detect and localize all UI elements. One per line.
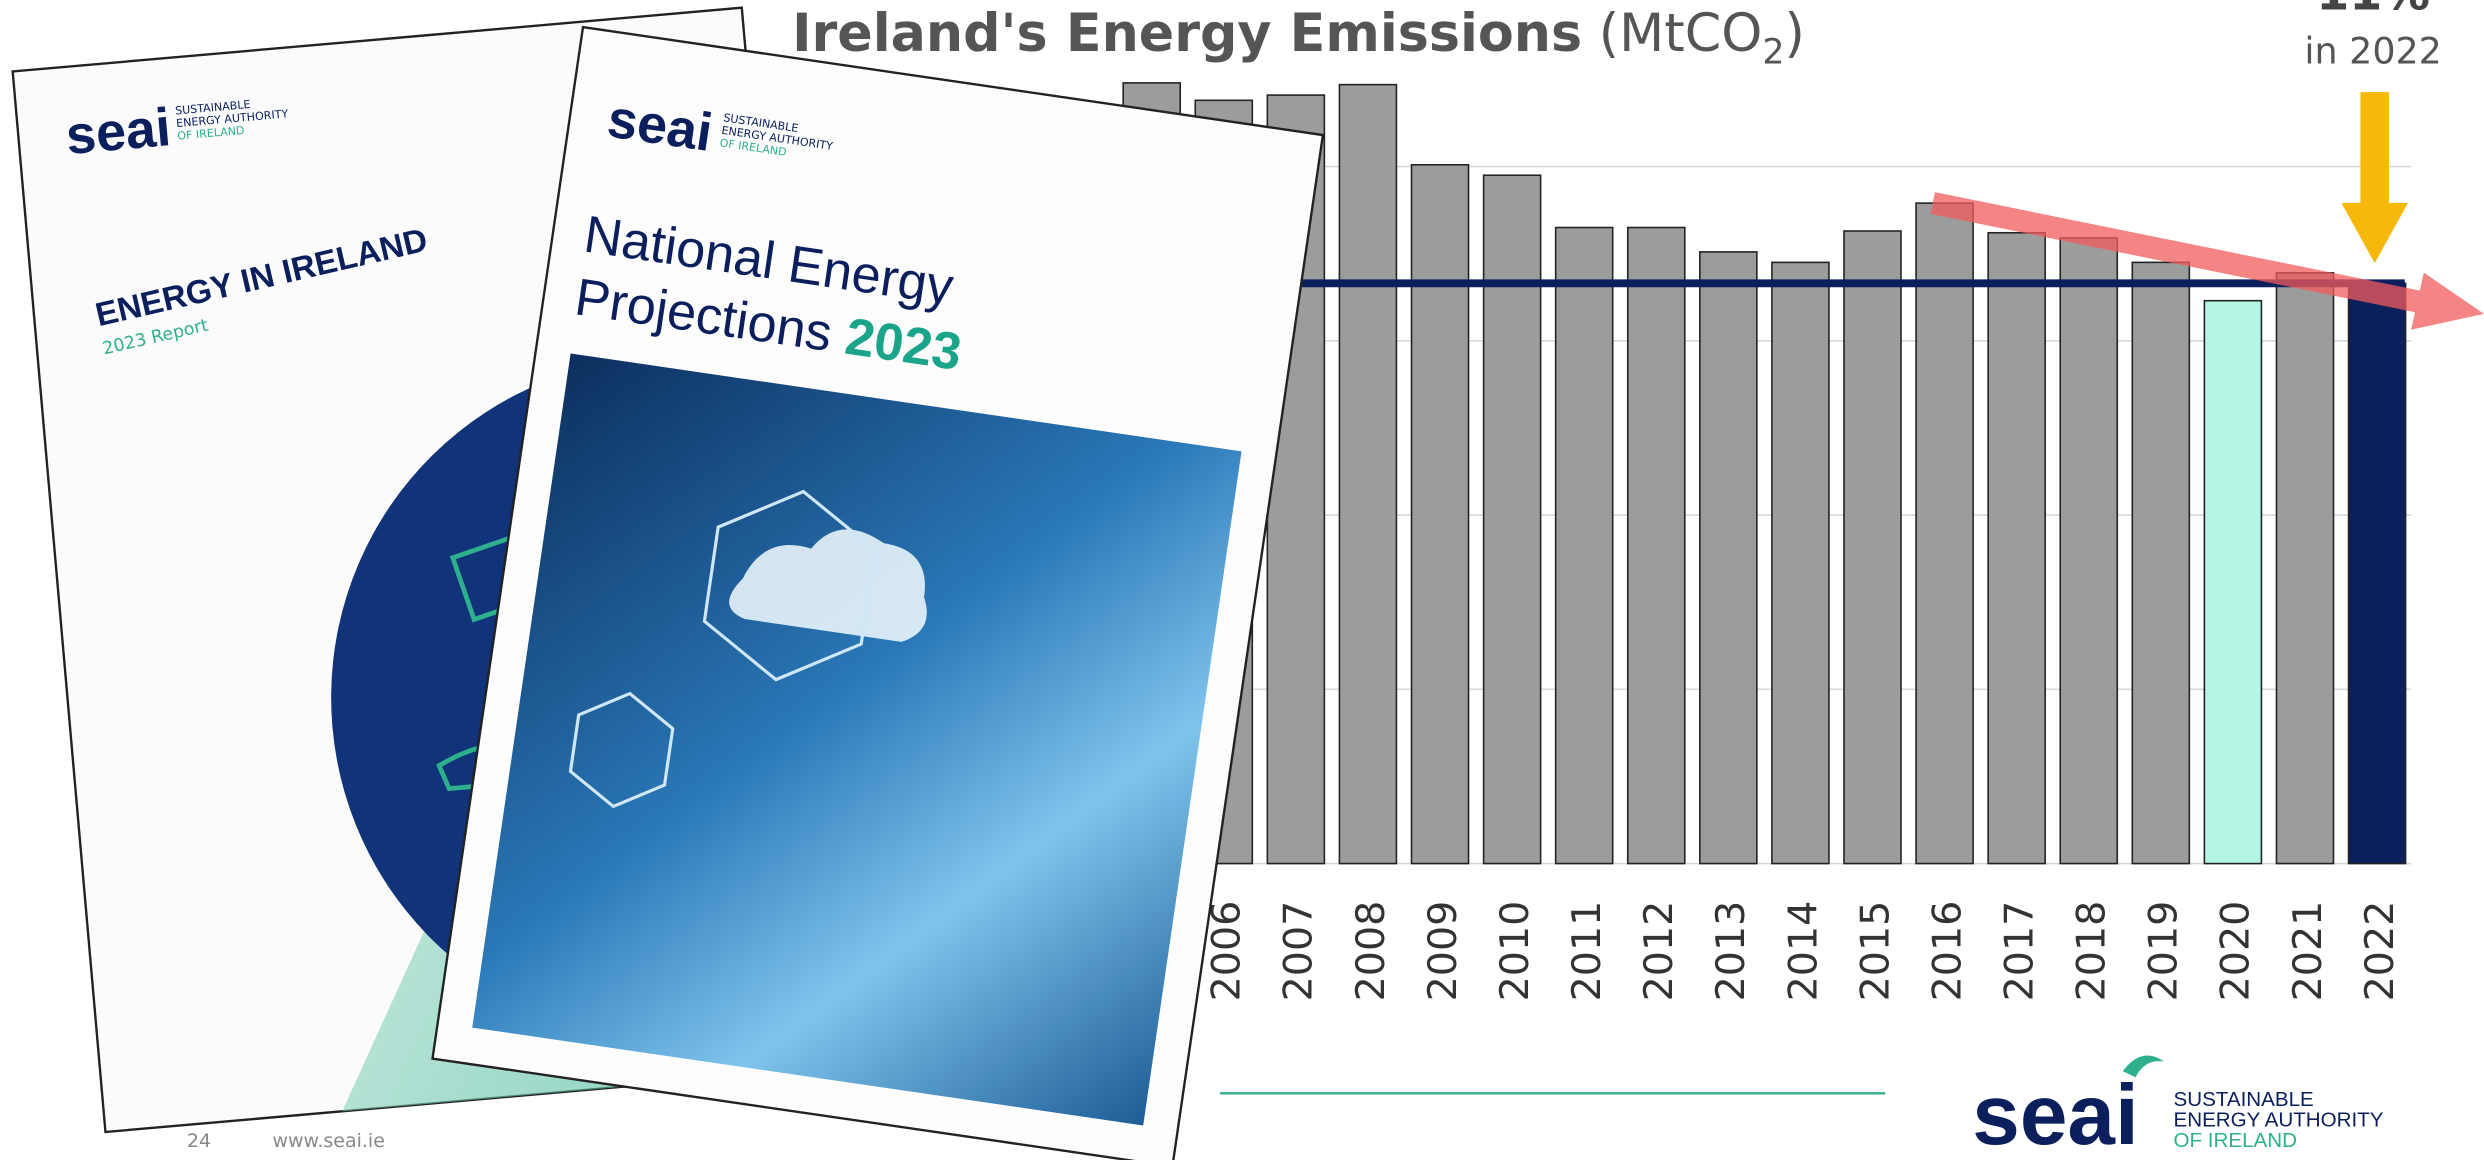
footer-url: www.seai.ie: [272, 1130, 384, 1152]
x-tick-label: 2012: [1636, 901, 1682, 1002]
trend-arrow: [1930, 192, 2484, 330]
chart-title: Ireland's Energy Emissions (MtCO2): [792, 3, 1805, 73]
x-tick-label: 2008: [1348, 901, 1394, 1002]
cover-national-energy-projections: seai SUSTAINABLE ENERGY AUTHORITY OF IRE…: [431, 25, 1325, 1160]
x-tick-label: 2020: [2213, 901, 2259, 1002]
x-tick-label: 2016: [1924, 901, 1970, 1002]
bar: [1482, 174, 1542, 865]
down-arrow: [2341, 92, 2408, 264]
cover-logo: seai: [63, 97, 173, 166]
bar: [1843, 230, 1902, 865]
bar: [1915, 202, 1974, 865]
logo-text: OF IRELAND: [2174, 1129, 2298, 1152]
x-tick-label: 2009: [1420, 901, 1466, 1002]
x-tick-label: 2022: [2357, 901, 2403, 1002]
logo-text: SUSTAINABLE: [2174, 1088, 2314, 1111]
cover-image: [472, 353, 1242, 1126]
x-tick-label: 2007: [1276, 901, 1322, 1002]
x-tick-label: 2010: [1492, 901, 1538, 1002]
bar: [2275, 272, 2335, 865]
bar: [1554, 226, 1614, 865]
x-tick-label: 2011: [1564, 901, 1610, 1002]
x-tick-label: 2006: [1204, 901, 1250, 1002]
logo-text: ENERGY AUTHORITY: [2174, 1109, 2384, 1132]
bar: [1699, 251, 1758, 865]
bar: [1987, 231, 2046, 865]
x-tick-label: 2013: [1708, 901, 1754, 1002]
x-tick-label: 2017: [1997, 901, 2043, 1002]
page-number: 24: [187, 1130, 211, 1152]
bar: [2131, 261, 2191, 865]
annotation-label: in 2022: [2304, 30, 2441, 73]
x-tick-label: 2021: [2285, 901, 2331, 1002]
cover-logo: seai: [604, 89, 716, 164]
x-tick-label: 2018: [2069, 901, 2115, 1002]
bar: [1410, 163, 1470, 865]
x-tick-label: 2019: [2141, 901, 2187, 1002]
bar: [2203, 299, 2263, 865]
annotation-value: 11%: [2316, 0, 2430, 22]
bar: [2059, 237, 2119, 865]
x-tick-label: 2014: [1780, 901, 1826, 1002]
x-tick-label: 2015: [1852, 901, 1898, 1002]
bar: [1626, 226, 1686, 865]
logo-mark: seai: [1972, 1068, 2138, 1160]
bar: [1771, 261, 1830, 865]
bar: [2347, 282, 2407, 865]
logo: seai SUSTAINABLE ENERGY AUTHORITY OF IRE…: [1972, 1055, 2384, 1160]
bar: [1338, 83, 1398, 865]
cover-logo-text: OF IRELAND: [177, 124, 245, 143]
cover-logo-text: SUSTAINABLE: [175, 98, 251, 118]
